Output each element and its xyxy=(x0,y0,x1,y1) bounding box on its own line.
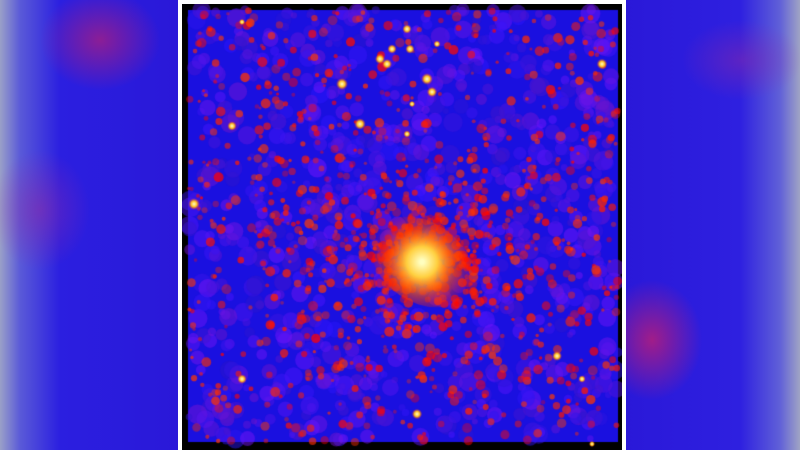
image-frame xyxy=(178,0,626,450)
xray-image-canvas xyxy=(182,4,622,450)
blurred-backdrop-left xyxy=(0,0,180,450)
blurred-backdrop-right xyxy=(622,0,800,450)
xray-image xyxy=(182,4,622,450)
